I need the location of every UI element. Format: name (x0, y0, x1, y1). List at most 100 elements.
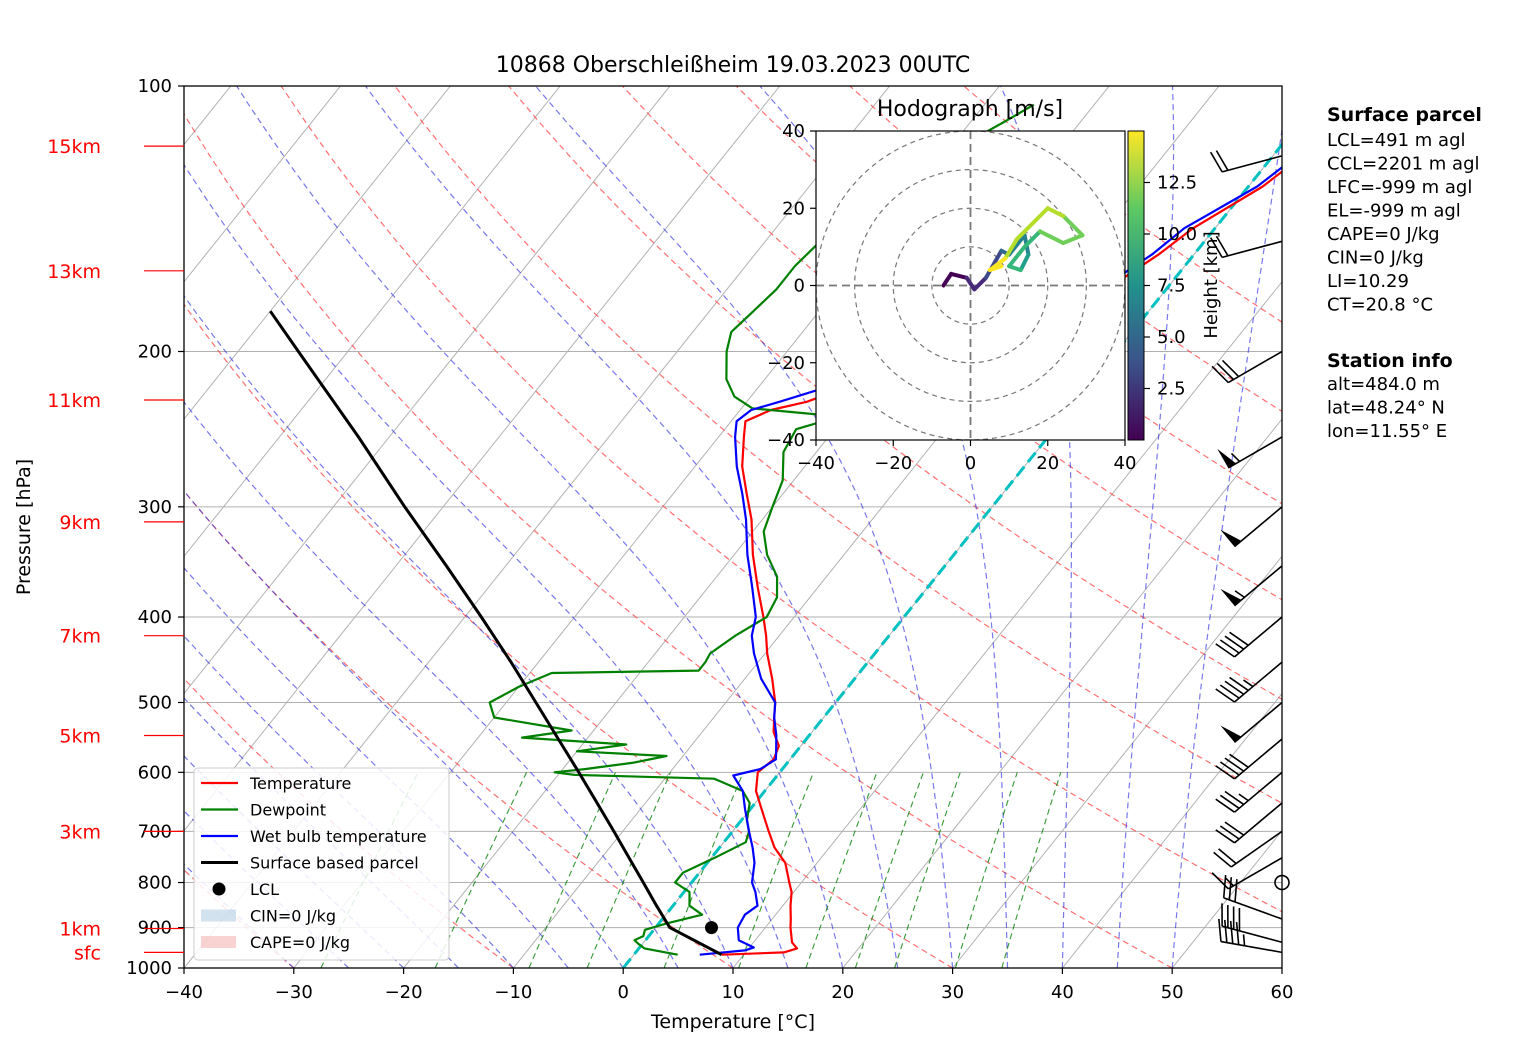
hodograph-segment (983, 248, 1004, 280)
legend-label: CIN=0 J/kg (250, 907, 336, 926)
hodograph-colorbar: 2.5 5.0 7.5 10.0 12.5 Height [km] (1127, 130, 1222, 441)
wind-barb-full (1215, 765, 1235, 780)
x-tick-label: 40 (1051, 982, 1074, 1003)
height-label: 9km (59, 512, 101, 534)
hodograph-segment (941, 271, 954, 288)
wind-barb-shaft (1233, 771, 1283, 813)
wind-barb-shaft (1221, 240, 1283, 259)
legend: Temperature Dewpoint Wet bulb temperature S… (193, 767, 450, 961)
wind-barb-full (1219, 761, 1240, 776)
moist-adiabat (184, 163, 789, 968)
legend-label: Wet bulb temperature (250, 827, 427, 846)
wind-barb-shaft (1233, 661, 1283, 703)
surface-parcel-heading: Surface parcel (1327, 104, 1482, 126)
wind-barb-shaft (1220, 940, 1283, 954)
wind-barb-full (1224, 821, 1245, 836)
x-tick-label: 30 (941, 982, 964, 1003)
isotherm-line (842, 418, 1282, 968)
wind-barb-shaft (1227, 436, 1283, 469)
wind-barb-full (1219, 684, 1240, 699)
surface-parcel-line: LCL=491 m agl (1327, 130, 1466, 151)
moist-adiabat (236, 86, 844, 968)
x-tick-label: −10 (494, 982, 532, 1003)
wind-barb-shaft (1233, 701, 1283, 743)
wind-barb-full (1219, 825, 1240, 840)
hodograph-segment (1007, 244, 1027, 269)
mixing-ratio-line (894, 772, 961, 968)
wind-barb-full (1209, 151, 1223, 173)
isotherm-line (184, 86, 561, 558)
y-tick-label: 200 (138, 342, 172, 363)
hodograph-segment (1061, 233, 1085, 246)
x-tick-label: −20 (385, 982, 423, 1003)
wind-barb-full (1219, 794, 1240, 809)
hodograph-segment (949, 271, 969, 280)
wind-barb-full (1229, 753, 1249, 768)
colorbar-tick-label: 12.5 (1157, 173, 1197, 194)
station-info-line: lon=11.55° E (1327, 421, 1447, 442)
hodograph-segment (1018, 252, 1031, 273)
y-tick-label: 500 (138, 692, 172, 713)
legend-swatch (201, 936, 236, 948)
isotherm-line (952, 555, 1282, 968)
y-tick-label: 600 (138, 762, 172, 783)
station-info-line: lat=48.24° N (1327, 398, 1445, 419)
y-tick-label: 800 (138, 873, 172, 894)
dry-adiabat (184, 303, 953, 968)
height-label: 7km (59, 626, 101, 648)
surface-parcel-line: EL=-999 m agl (1327, 201, 1461, 222)
wind-barb-full (1219, 639, 1240, 654)
isotherm-line (0, 86, 11, 968)
y-tick-label: 100 (138, 76, 172, 97)
wind-barb-full (1223, 919, 1228, 943)
moist-adiabat (184, 635, 514, 968)
hodograph-segment (972, 275, 988, 292)
hodograph-inset: −40 −20 0 20 40 40 20 0 −20 −40 Hodograph [m/s] 2… (767, 97, 1222, 474)
legend-box (193, 767, 450, 961)
mixing-ratio-line (434, 772, 528, 968)
wind-barb-full (1221, 359, 1240, 378)
wind-barb-half (1224, 877, 1235, 887)
y-tick-label: 400 (138, 607, 172, 628)
hodograph-y-tick-label: −40 (767, 430, 805, 451)
hodograph-ring (854, 169, 1087, 402)
wind-barb-shaft (1221, 925, 1283, 944)
wind-barb-half (1242, 934, 1246, 946)
hodograph-y-tick-label: 20 (782, 198, 805, 219)
wind-barb-half (1243, 679, 1254, 688)
wind-barb-full (1215, 643, 1235, 658)
hodograph-segment (1003, 237, 1019, 261)
x-tick-label: 50 (1161, 982, 1184, 1003)
chart-title: 10868 Oberschleißheim 19.03.2023 00UTC (496, 53, 971, 78)
isotherm-line (1062, 692, 1282, 968)
x-tick-label: −30 (275, 982, 313, 1003)
legend-label: LCL (250, 880, 279, 899)
wind-barb-full (1215, 150, 1229, 171)
x-tick-label: 10 (722, 982, 745, 1003)
mixing-ratio-line (663, 772, 744, 968)
dry-adiabat (184, 112, 1173, 968)
wind-barb-calm (1274, 874, 1290, 891)
hodograph-ring (931, 246, 1010, 325)
wind-barb-shaft (1223, 897, 1283, 920)
hodograph-segment (1061, 213, 1085, 238)
legend-label: Temperature (249, 774, 351, 793)
mixing-ratio-line (738, 772, 815, 968)
wind-barb-shaft (1233, 506, 1283, 548)
wind-barb-flag (1220, 725, 1242, 743)
wind-barb-full (1234, 879, 1238, 902)
height-label: sfc (74, 942, 101, 964)
legend-label: Surface based parcel (250, 854, 419, 873)
dry-adiabat (394, 86, 1282, 804)
height-label: 1km (59, 918, 101, 940)
lcl-marker (704, 921, 718, 935)
wind-barb-shaft (1221, 155, 1283, 173)
hodograph-y-tick-label: 0 (794, 276, 805, 297)
moist-adiabat (1116, 86, 1175, 968)
hodograph-x-tick-label: 40 (1114, 453, 1137, 474)
surface-parcel-line: CAPE=0 J/kg (1327, 224, 1440, 245)
wind-barb-full (1224, 680, 1245, 695)
wind-barb-full (1218, 848, 1237, 865)
colorbar-tick-label: 2.5 (1157, 379, 1186, 400)
height-label: 3km (59, 821, 101, 843)
